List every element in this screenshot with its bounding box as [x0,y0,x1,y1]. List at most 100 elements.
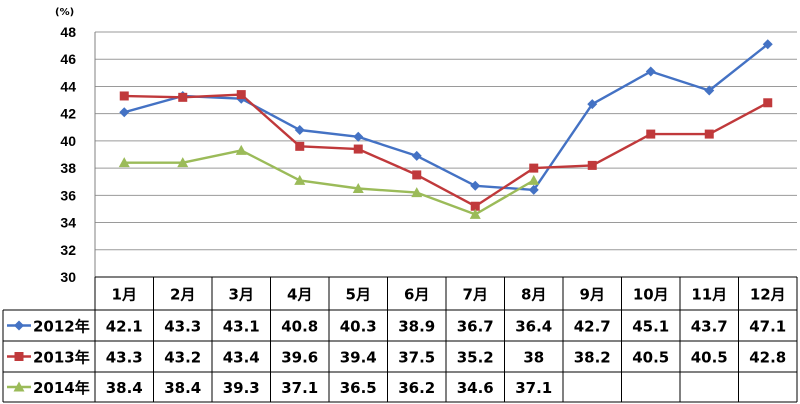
x-tick-label: 12月 [750,286,786,304]
data-label: 38 [523,349,544,367]
legend-marker [14,320,24,331]
data-point [119,107,130,118]
data-label: 37.1 [281,379,318,397]
data-point [762,39,773,50]
data-point [587,160,597,170]
data-label: 39.4 [340,349,377,367]
data-point [646,129,656,139]
data-point [295,141,305,151]
x-tick-label: 9月 [580,286,605,304]
series-lines [123,43,769,216]
data-point [119,91,129,101]
x-tick-label: 2月 [170,286,195,304]
data-label: 43.4 [223,349,260,367]
x-tick-label: 11月 [691,286,727,304]
data-label: 47.1 [749,318,786,336]
data-point [178,92,188,102]
data-label: 39.3 [223,379,260,397]
data-point [704,129,714,139]
data-point [118,157,130,168]
x-tick-label: 7月 [463,286,488,304]
data-label: 37.1 [515,379,552,397]
x-tick-label: 1月 [112,286,137,304]
data-point [411,150,422,161]
data-point [411,187,423,198]
data-label: 42.8 [749,349,786,367]
data-table: 1月 2月 3月 4月 5月 6月 7月 8月 9月 10月 11月 12月 2012年 42.1 43.3… [2,276,798,403]
data-label: 43.2 [164,349,201,367]
data-label: 35.2 [457,349,494,367]
y-tick-label: 44 [60,78,76,94]
data-label: 39.6 [281,349,318,367]
legend-label: 2013年 [33,349,90,367]
data-label: 40.3 [340,318,377,336]
data-point [587,99,598,110]
y-tick-label: 30 [60,269,76,285]
data-point [763,98,773,108]
y-tick-label: 42 [60,106,76,122]
data-point [704,85,715,96]
data-label: 42.7 [574,318,611,336]
y-tick-label: 40 [60,133,76,149]
data-point [352,183,364,194]
data-label: 38.2 [574,349,611,367]
y-tick-label: 48 [60,24,76,40]
data-point [353,144,363,154]
data-label: 38.9 [398,318,435,336]
data-point [412,170,422,180]
legend-label: 2012年 [33,318,90,336]
data-label: 43.7 [691,318,728,336]
x-tick-label: 5月 [346,286,371,304]
data-label: 43.1 [223,318,260,336]
data-label: 34.6 [457,379,494,397]
data-label: 40.8 [281,318,318,336]
data-label: 40.5 [632,349,669,367]
data-label: 36.4 [515,318,552,336]
y-tick-label: 46 [60,51,76,67]
y-tick-label: 32 [60,242,76,258]
legend-key [7,320,31,331]
data-point [236,90,246,100]
series-line-0 [123,43,769,192]
data-point [528,184,539,195]
data-label: 37.5 [398,349,435,367]
gridlines [95,31,797,278]
y-tick-label: 36 [60,187,76,203]
data-point [294,174,306,185]
y-axis: 30 32 34 36 38 40 42 44 46 48 [60,24,797,285]
legend-marker [14,352,24,361]
data-point [177,157,189,168]
data-point [294,125,305,135]
data-label: 43.3 [164,318,201,336]
series-markers [118,39,773,219]
data-point [235,144,247,155]
y-tick-label: 38 [60,160,76,176]
data-point [645,66,656,77]
data-label: 38.4 [106,379,143,397]
x-tick-label: 3月 [229,286,254,304]
legend-key [7,352,31,361]
data-label: 36.7 [457,318,494,336]
series-line-2 [124,149,535,216]
data-label: 36.2 [398,379,435,397]
data-point [470,201,480,211]
x-tick-label: 4月 [287,286,312,304]
data-label: 42.1 [106,318,143,336]
data-label: 45.1 [632,318,669,336]
data-point [353,131,364,142]
x-tick-label: 10月 [633,286,669,304]
data-point [529,163,539,173]
data-label: 43.3 [106,349,143,367]
series-line-1 [124,93,769,208]
data-label: 40.5 [691,349,728,367]
y-axis-unit-label: (%) [55,7,74,18]
data-point [469,208,481,219]
data-label: 38.4 [164,379,201,397]
x-tick-label: 6月 [404,286,429,304]
data-point [528,174,540,185]
legend-key [7,381,31,392]
y-tick-label: 34 [60,215,76,231]
legend-label: 2014年 [33,379,90,397]
x-tick-label: 8月 [521,286,546,304]
